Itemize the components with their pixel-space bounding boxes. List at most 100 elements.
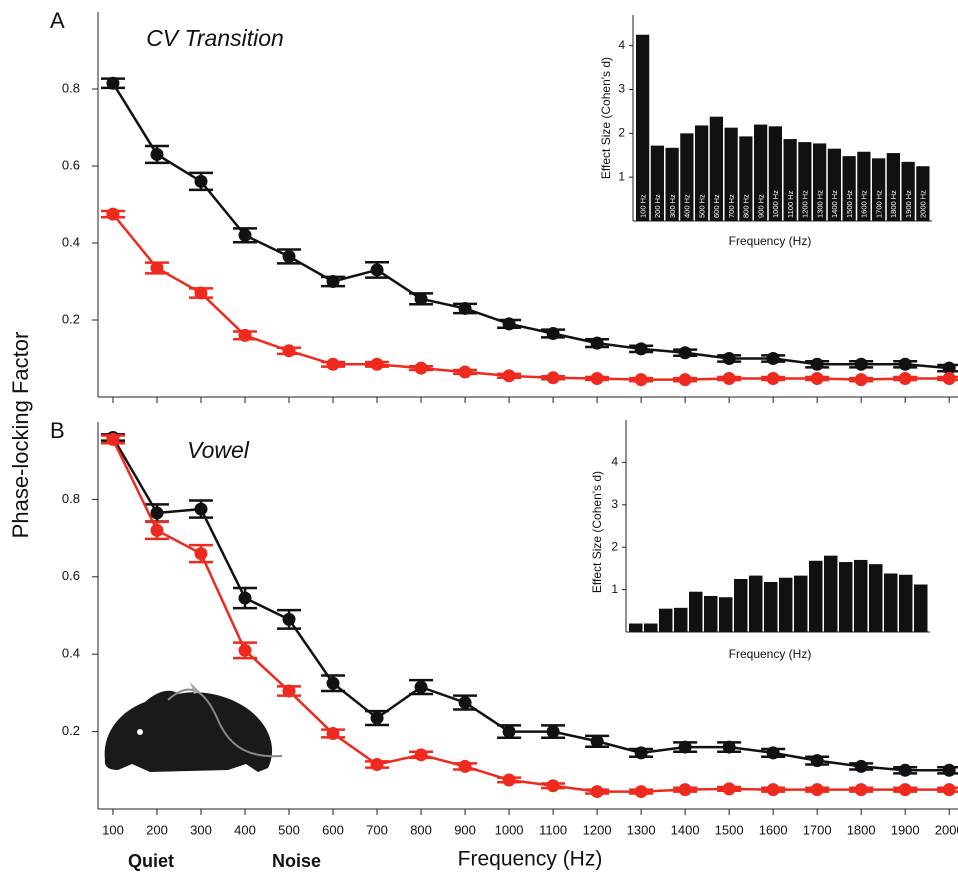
bar	[794, 575, 808, 632]
marker	[458, 696, 472, 710]
marker	[370, 757, 384, 771]
x-tick-label: 1000	[495, 822, 524, 837]
bar	[704, 595, 718, 632]
marker	[106, 76, 120, 90]
marker	[766, 372, 780, 386]
x-tick-label: 600	[322, 822, 344, 837]
marker	[722, 740, 736, 754]
x-tick-label: 1400	[671, 822, 700, 837]
y-tick-label: 4	[618, 38, 625, 52]
bar	[916, 166, 930, 221]
y-tick-label: 0.8	[62, 80, 80, 95]
bar	[695, 125, 709, 221]
marker	[634, 373, 648, 387]
marker	[414, 292, 428, 306]
marker	[898, 372, 912, 386]
bar-label: 100 Hz	[638, 194, 647, 218]
x-tick-label: 2000	[935, 822, 958, 837]
marker	[590, 785, 604, 799]
marker	[854, 373, 868, 387]
marker	[854, 783, 868, 797]
bar-label: 700 Hz	[727, 194, 736, 218]
marker	[414, 748, 428, 762]
x-axis-label: Frequency (Hz)	[729, 647, 812, 661]
y-axis-label: Phase-locking Factor	[8, 332, 33, 539]
bar	[636, 34, 650, 221]
marker	[546, 725, 560, 739]
bar-label: 800 Hz	[742, 194, 751, 218]
marker	[458, 301, 472, 315]
x-tick-label: 300	[190, 822, 212, 837]
marker	[194, 286, 208, 300]
bar	[884, 573, 898, 632]
marker	[458, 365, 472, 379]
bar-label: 200 Hz	[653, 194, 662, 218]
marker	[150, 261, 164, 275]
marker	[238, 328, 252, 342]
legend-label: Noise	[272, 851, 321, 871]
bar-label: 1000 Hz	[771, 190, 780, 218]
bar-label: 1500 Hz	[845, 190, 854, 218]
bar-label: 1600 Hz	[860, 190, 869, 218]
marker	[502, 369, 516, 383]
bar	[644, 623, 658, 632]
marker	[150, 506, 164, 520]
y-tick-label: 0.4	[62, 646, 80, 661]
marker	[766, 783, 780, 797]
marker	[634, 746, 648, 760]
bar	[709, 116, 723, 221]
bar	[827, 148, 841, 221]
guinea-pig-icon	[104, 682, 283, 772]
marker	[810, 783, 824, 797]
electrode-tip	[190, 682, 200, 694]
bar-label: 1200 Hz	[801, 190, 810, 218]
bar	[659, 608, 673, 632]
bar-label: 1800 Hz	[889, 190, 898, 218]
y-axis-label: Effect Size (Cohen's d)	[590, 471, 604, 593]
panel-title: CV Transition	[146, 25, 284, 51]
y-tick-label: 3	[618, 82, 625, 96]
bar	[869, 564, 883, 632]
marker	[942, 372, 956, 386]
x-tick-label: 1800	[847, 822, 876, 837]
bar	[854, 559, 868, 632]
bar	[734, 579, 748, 632]
x-tick-label: 700	[366, 822, 388, 837]
bar	[783, 139, 797, 221]
marker	[282, 344, 296, 358]
y-tick-label: 0.2	[62, 723, 80, 738]
bar	[680, 133, 694, 221]
bar	[809, 560, 823, 632]
marker	[766, 352, 780, 365]
y-tick-label: 3	[611, 497, 618, 511]
marker	[370, 711, 384, 725]
bar-label: 1100 Hz	[786, 190, 795, 218]
x-axis-label: Frequency (Hz)	[458, 848, 603, 871]
marker	[326, 357, 340, 371]
y-tick-label: 2	[618, 126, 625, 140]
marker	[282, 249, 296, 263]
x-tick-label: 1300	[627, 822, 656, 837]
marker	[634, 342, 648, 356]
marker	[326, 727, 340, 741]
silhouette	[104, 690, 273, 772]
panel-letter: A	[50, 8, 65, 33]
marker	[678, 740, 692, 754]
marker	[854, 357, 868, 371]
marker	[898, 783, 912, 797]
marker	[546, 371, 560, 385]
bar	[768, 126, 782, 221]
bar-label: 400 Hz	[683, 194, 692, 218]
marker	[942, 763, 956, 777]
bar	[665, 147, 679, 221]
bar	[857, 151, 871, 221]
bar	[813, 143, 827, 221]
bar	[824, 555, 838, 632]
bar	[842, 156, 856, 221]
bar	[749, 575, 763, 632]
x-tick-label: 800	[410, 822, 432, 837]
marker	[590, 336, 604, 350]
marker	[546, 326, 560, 340]
marker	[722, 782, 736, 796]
panel-letter: B	[50, 418, 65, 443]
